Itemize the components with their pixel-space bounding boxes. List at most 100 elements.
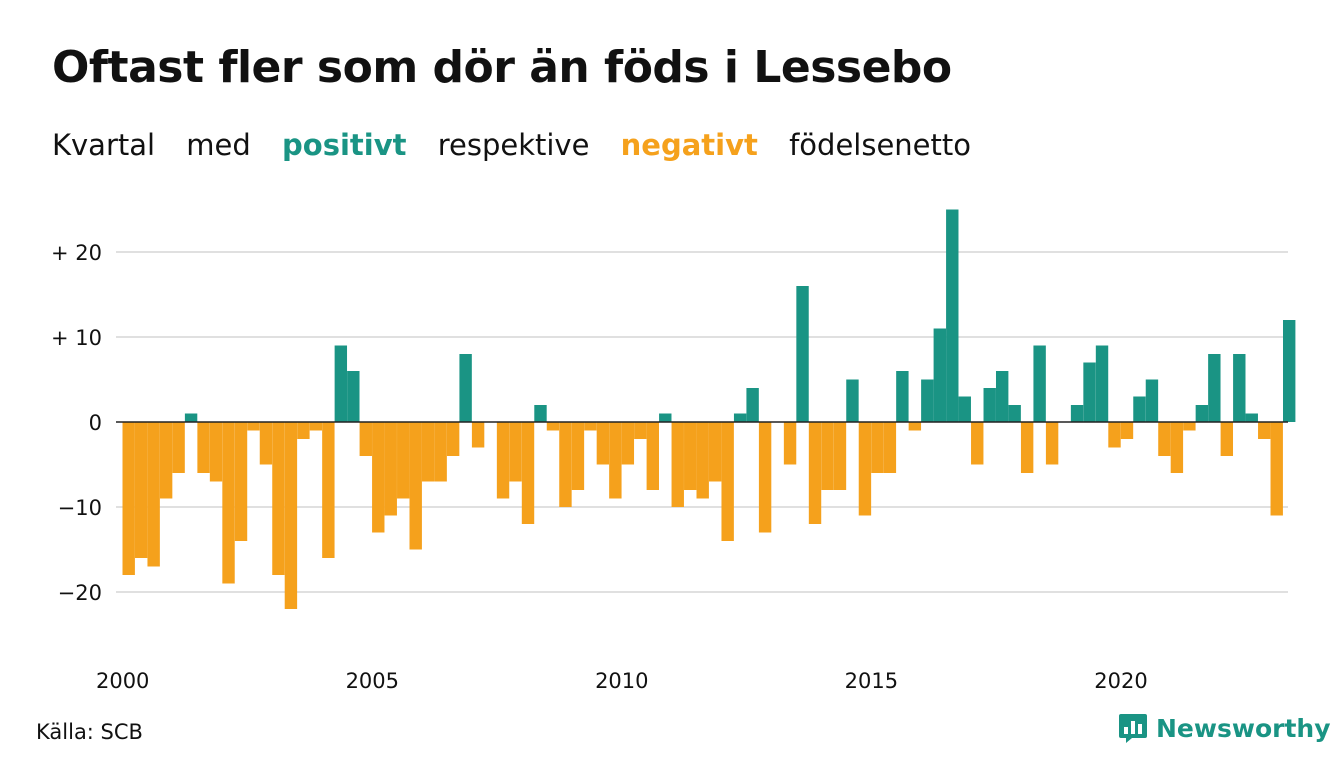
brand-name: Newsworthy <box>1156 713 1331 743</box>
bar <box>983 388 996 422</box>
bar <box>359 422 372 456</box>
newsworthy-logo-icon <box>1119 714 1147 743</box>
bar <box>1208 354 1221 422</box>
axis: + 20 + 10 0 −10 −20 2000 2005 2010 2015 2020 <box>51 241 1288 693</box>
bar <box>471 422 485 448</box>
bar <box>821 422 834 490</box>
bar <box>846 379 859 422</box>
subtitle-word: födelsenetto <box>789 128 971 162</box>
y-tick-label: −10 <box>58 496 102 520</box>
bar <box>758 422 772 533</box>
bar <box>746 388 759 422</box>
bar <box>222 422 235 584</box>
bar <box>272 422 285 575</box>
bar <box>459 354 472 422</box>
bar <box>858 422 872 516</box>
bar <box>372 422 385 533</box>
bar <box>783 422 797 465</box>
bar <box>559 422 572 507</box>
x-tick-label: 2015 <box>845 669 898 693</box>
bar <box>384 422 397 516</box>
bar <box>197 422 210 473</box>
bar <box>671 422 684 507</box>
y-tick-label: + 10 <box>51 326 102 350</box>
bar <box>1020 422 1034 473</box>
bar <box>1145 379 1159 422</box>
bar <box>833 422 847 490</box>
bar <box>933 328 946 422</box>
bar <box>284 422 298 609</box>
bar <box>659 413 672 422</box>
bar <box>1183 422 1196 431</box>
bar <box>634 422 647 439</box>
bar <box>609 422 622 499</box>
bar <box>1233 354 1246 422</box>
bar <box>995 371 1009 422</box>
bar <box>871 422 884 473</box>
bars <box>122 209 1296 609</box>
bar <box>534 405 547 422</box>
bar <box>808 422 822 524</box>
bar <box>209 422 223 482</box>
bar <box>1220 422 1234 456</box>
bar <box>896 371 909 422</box>
bar <box>1270 422 1283 516</box>
bar <box>1083 362 1096 422</box>
source-note: Källa: SCB <box>36 720 143 744</box>
bar <box>122 422 135 575</box>
bar <box>721 422 734 541</box>
x-tick-label: 2020 <box>1094 669 1147 693</box>
bar <box>1045 422 1059 465</box>
subtitle-word: Kvartal <box>52 128 156 162</box>
bar <box>434 422 447 482</box>
bar <box>322 422 335 558</box>
bar <box>309 422 323 431</box>
bar <box>1258 422 1271 439</box>
bar <box>733 413 747 422</box>
bar <box>147 422 160 567</box>
grid-lines <box>116 251 1288 593</box>
bar <box>134 422 148 558</box>
bar <box>1095 345 1109 422</box>
x-tick-label: 2005 <box>346 669 399 693</box>
bar <box>546 422 560 431</box>
bar <box>446 422 460 456</box>
bar <box>1195 405 1209 422</box>
bar <box>409 422 422 550</box>
bar <box>883 422 897 473</box>
bar <box>297 422 310 439</box>
brand-logo: Newsworthy <box>1118 712 1331 744</box>
x-tick-label: 2000 <box>96 669 149 693</box>
x-tick-label: 2010 <box>595 669 648 693</box>
bar <box>1008 405 1021 422</box>
bar <box>521 422 535 524</box>
bar <box>397 422 410 499</box>
chart-subtitle: Kvartal med positivt respektive negativt… <box>52 128 993 162</box>
bar <box>234 422 248 541</box>
bar <box>496 422 510 499</box>
bar <box>921 379 934 422</box>
bar <box>708 422 722 482</box>
subtitle-positive-label: positivt <box>282 128 407 162</box>
bar <box>796 286 809 422</box>
y-tick-label: + 20 <box>51 241 102 265</box>
chart-title: Oftast fler som dör än föds i Lessebo <box>52 42 952 93</box>
bar <box>958 396 971 422</box>
bar <box>621 422 635 465</box>
bar <box>946 209 959 422</box>
subtitle-word: respektive <box>437 128 590 162</box>
bar <box>646 422 659 490</box>
bar <box>584 422 597 431</box>
bar <box>1033 345 1046 422</box>
bar <box>696 422 709 499</box>
bar <box>1158 422 1171 456</box>
y-tick-label: −20 <box>58 581 102 605</box>
y-tick-label: 0 <box>89 411 102 435</box>
bar <box>1170 422 1184 473</box>
subtitle-word: med <box>186 128 251 162</box>
bar <box>172 422 185 473</box>
bar <box>1283 320 1296 422</box>
subtitle-negative-label: negativt <box>620 128 758 162</box>
bar <box>596 422 610 465</box>
